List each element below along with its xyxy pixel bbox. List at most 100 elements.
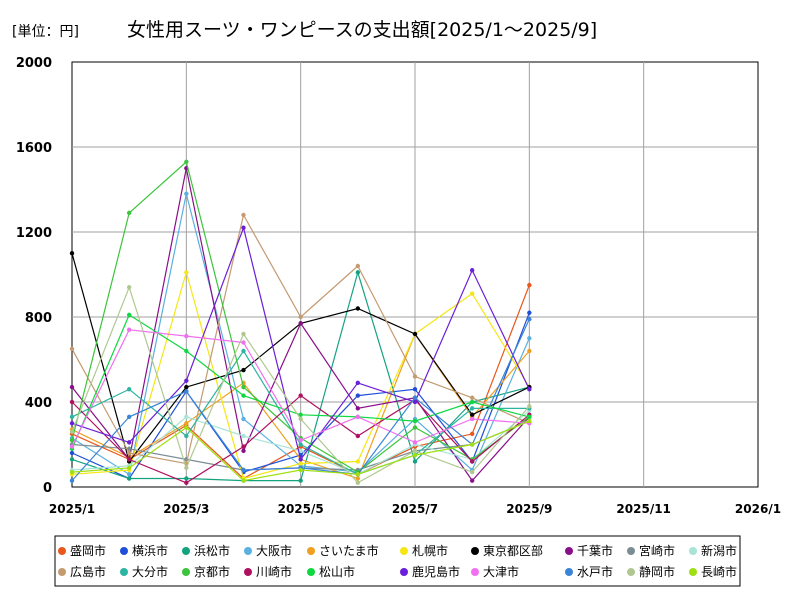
data-point (355, 270, 361, 275)
data-point (412, 440, 418, 445)
data-point (355, 414, 361, 420)
data-point (241, 331, 246, 337)
legend-marker (471, 547, 479, 555)
data-point (126, 440, 132, 445)
legend-label: 札幌市 (412, 543, 448, 558)
legend-item: 浜松市 (182, 543, 230, 558)
series-鹿児島市 (69, 225, 532, 462)
x-tick-label: 2025/9 (506, 502, 552, 516)
data-point (184, 476, 189, 481)
legend-marker (120, 568, 128, 576)
data-point (469, 399, 475, 405)
axis-ticks: 0 400 800 1200 1600 2000 2025/1 2025/3 2025/5 202… (16, 56, 781, 516)
data-point (184, 465, 189, 471)
legend-item: 大分市 (120, 564, 168, 579)
series-大津市 (69, 327, 532, 449)
data-point (412, 331, 418, 337)
legend-item: 静岡市 (627, 564, 675, 579)
data-point (527, 387, 532, 392)
data-point (126, 450, 132, 456)
legend-label: さいたま市 (319, 543, 379, 558)
data-point (69, 399, 75, 405)
data-point (241, 467, 246, 473)
data-point (69, 450, 75, 456)
data-point (298, 467, 303, 473)
chart-unit-label: [単位：円] (12, 24, 79, 40)
legend-label: 宮崎市 (639, 543, 675, 558)
data-point (469, 442, 475, 447)
legend-label: 大津市 (483, 564, 519, 579)
legend-marker (307, 547, 315, 555)
y-tick-label: 400 (25, 396, 52, 411)
data-point (355, 406, 361, 411)
legend-item: 千葉市 (565, 543, 613, 558)
legend-marker (244, 568, 252, 576)
data-point (241, 433, 246, 439)
legend-label: 静岡市 (639, 564, 675, 579)
data-point (527, 336, 532, 341)
legend-item: さいたま市 (307, 543, 379, 558)
data-point (298, 448, 303, 454)
legend-marker (627, 547, 635, 555)
y-tick-label: 2000 (16, 56, 52, 71)
legend-box (54, 535, 741, 587)
data-point (527, 404, 532, 409)
legend-label: 横浜市 (132, 543, 168, 558)
data-point (469, 416, 475, 422)
data-point (469, 431, 475, 437)
legend-item: 札幌市 (400, 543, 448, 558)
legend-item: 横浜市 (120, 543, 168, 558)
data-point (298, 457, 303, 462)
data-point (469, 406, 475, 411)
data-point (241, 448, 246, 454)
data-point (241, 340, 246, 345)
data-point (184, 348, 189, 354)
plot-lines (69, 159, 532, 485)
x-tick-label: 2025/7 (392, 502, 438, 516)
legend-item: 新潟市 (689, 543, 737, 558)
legend-marker (400, 547, 408, 555)
legend-label: 浜松市 (194, 543, 230, 558)
legend-marker (400, 568, 408, 576)
data-point (69, 414, 75, 420)
legend-marker (182, 568, 190, 576)
data-point (469, 412, 475, 417)
legend-label: 広島市 (70, 564, 106, 579)
data-point (527, 310, 532, 315)
data-point (69, 429, 75, 434)
data-point (412, 399, 418, 405)
data-point (469, 478, 475, 483)
legend-item: 大阪市 (244, 543, 292, 558)
legend-label: 水戸市 (577, 564, 613, 579)
data-point (241, 393, 246, 398)
x-tick-label: 2025/11 (616, 502, 670, 516)
data-point (412, 395, 418, 400)
data-point (355, 306, 361, 311)
legend-marker (244, 547, 252, 555)
data-point (527, 418, 532, 424)
data-point (126, 327, 132, 332)
data-point (412, 452, 418, 458)
legend-label: 大阪市 (256, 543, 292, 558)
data-point (298, 393, 303, 398)
data-point (241, 444, 246, 449)
series-長崎市 (69, 418, 532, 483)
data-point (412, 448, 418, 454)
legend-marker (689, 568, 697, 576)
data-point (69, 251, 75, 256)
data-point (469, 459, 475, 464)
data-point (184, 433, 189, 439)
data-point (184, 333, 189, 339)
data-point (298, 438, 303, 443)
data-point (469, 469, 475, 475)
data-point (184, 378, 189, 383)
legend-label: 鹿児島市 (412, 564, 460, 579)
data-point (184, 389, 189, 394)
x-tick-label: 2025/1 (49, 502, 95, 516)
legend-item: 広島市 (58, 564, 106, 579)
legend-label: 千葉市 (577, 543, 613, 558)
data-point (184, 480, 189, 485)
legend-marker (471, 568, 479, 576)
legend-item: 京都市 (182, 564, 230, 579)
